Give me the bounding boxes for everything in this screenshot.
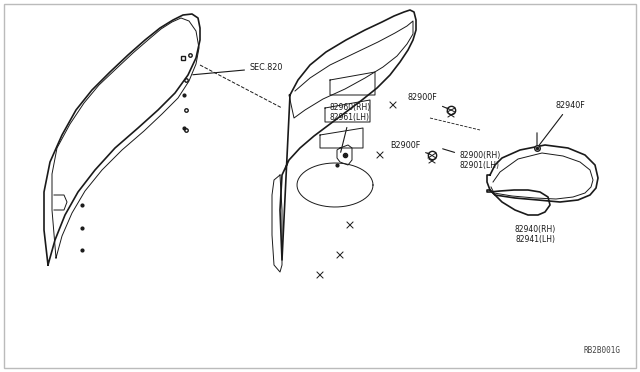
Text: B2900F: B2900F	[390, 141, 429, 154]
Text: 82900(RH)
82901(LH): 82900(RH) 82901(LH)	[443, 149, 501, 170]
Text: 82940F: 82940F	[539, 100, 585, 146]
Text: 82900F: 82900F	[408, 93, 449, 109]
Text: RB2B001G: RB2B001G	[583, 346, 620, 355]
Text: 82940(RH)
82941(LH): 82940(RH) 82941(LH)	[515, 225, 556, 244]
Text: SEC.820: SEC.820	[193, 64, 284, 75]
Text: 82960(RH)
82961(LH): 82960(RH) 82961(LH)	[330, 103, 371, 152]
